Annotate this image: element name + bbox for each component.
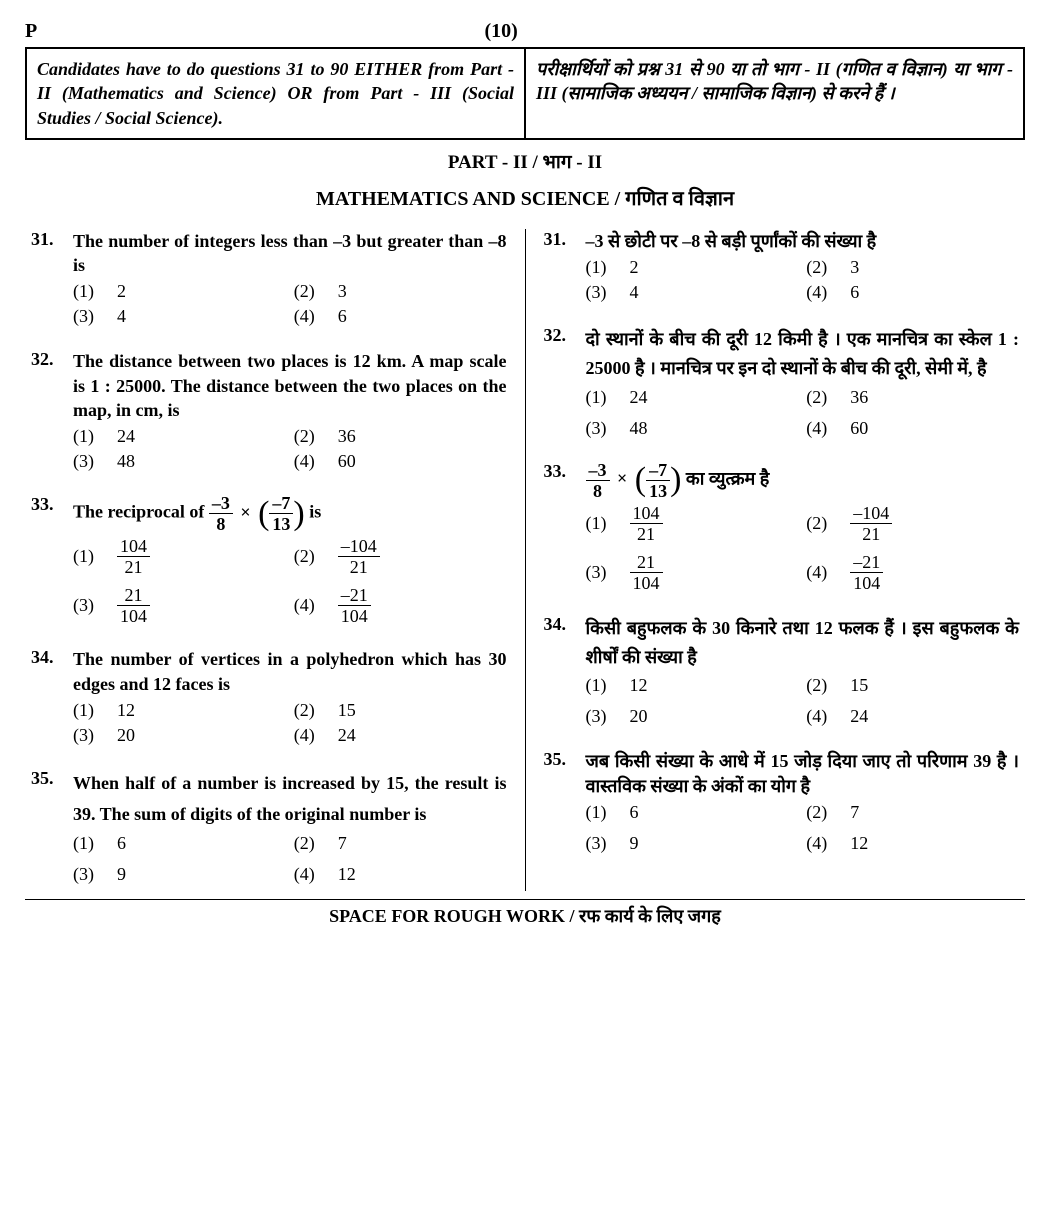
q35-en-text: When half of a number is increased by 15…: [73, 768, 507, 829]
q34-opt4: (4)24: [294, 725, 507, 746]
q33-en-text: The reciprocal of –38 × ( –713 ) is: [73, 494, 507, 533]
q35-hi: 35. जब किसी संख्या के आधे में 15 जोड़ दि…: [544, 749, 1020, 854]
q32-hi-options: (1)24 (2)36 (3)48 (4)60: [586, 387, 1020, 439]
q34-num: 34.: [31, 647, 73, 746]
q32-en-text: The distance between two places is 12 km…: [73, 349, 507, 422]
q32-opt4: (4)60: [294, 451, 507, 472]
q33-en-options: (1)10421 (2)–10421 (3)21104 (4)–21104: [73, 537, 507, 625]
q31-hi: 31. –3 से छोटी पर –8 से बड़ी पूर्णांकों …: [544, 229, 1020, 303]
q34-opt2: (2)15: [294, 700, 507, 721]
q34-en-text: The number of vertices in a polyhedron w…: [73, 647, 507, 696]
frac-7-13: ( –713 ): [258, 494, 305, 533]
q31-en-options: (1)2 (2)3 (3)4 (4)6: [73, 281, 507, 327]
frac-3-8: –38: [209, 494, 233, 533]
instruction-en: Candidates have to do questions 31 to 90…: [27, 49, 526, 138]
q31-opt2: (2)3: [294, 281, 507, 302]
header-left: P: [25, 20, 37, 43]
q31-hi-options: (1)2 (2)3 (3)4 (4)6: [586, 257, 1020, 303]
q35-opt1: (1)6: [73, 833, 286, 854]
q31-en-text: The number of integers less than –3 but …: [73, 229, 507, 278]
q35-en: 35. When half of a number is increased b…: [31, 768, 507, 885]
q32-opt1: (1)24: [73, 426, 286, 447]
q32-en-options: (1)24 (2)36 (3)48 (4)60: [73, 426, 507, 472]
q34-hi: 34. किसी बहुफलक के 30 किनारे तथा 12 फलक …: [544, 614, 1020, 728]
instruction-box: Candidates have to do questions 31 to 90…: [25, 47, 1025, 140]
subject-title: MATHEMATICS AND SCIENCE / गणित व विज्ञान: [25, 184, 1025, 211]
rough-work-label: SPACE FOR ROUGH WORK / रफ कार्य के लिए ज…: [25, 904, 1025, 928]
q33-opt1: (1)10421: [73, 537, 286, 576]
q34-en-options: (1)12 (2)15 (3)20 (4)24: [73, 700, 507, 746]
column-english: 31. The number of integers less than –3 …: [25, 229, 526, 891]
page-header: P (10): [25, 20, 1025, 43]
q33-hi: 33. –38 × ( –713 ) का व्युत्क्रम है (1)1…: [544, 461, 1020, 592]
q35-opt4: (4)12: [294, 864, 507, 885]
q35-hi-text: जब किसी संख्या के आधे में 15 जोड़ दिया ज…: [586, 749, 1020, 798]
q32-opt2: (2)36: [294, 426, 507, 447]
q35-en-options: (1)6 (2)7 (3)9 (4)12: [73, 833, 507, 885]
part-title: PART - II / भाग - II: [25, 148, 1025, 174]
q34-hi-text: किसी बहुफलक के 30 किनारे तथा 12 फलक हैं …: [586, 614, 1020, 672]
q35-opt3: (3)9: [73, 864, 286, 885]
q35-opt2: (2)7: [294, 833, 507, 854]
q31-en: 31. The number of integers less than –3 …: [31, 229, 507, 328]
q35-num: 35.: [31, 768, 73, 885]
q31-opt4: (4)6: [294, 306, 507, 327]
q32-opt3: (3)48: [73, 451, 286, 472]
footer-rule: [25, 899, 1025, 900]
q31-opt3: (3)4: [73, 306, 286, 327]
q33-opt3: (3)21104: [73, 586, 286, 625]
q31-opt1: (1)2: [73, 281, 286, 302]
q33-hi-options: (1)10421 (2)–10421 (3)21104 (4)–21104: [586, 504, 1020, 592]
q34-hi-options: (1)12 (2)15 (3)20 (4)24: [586, 675, 1020, 727]
q31-num: 31.: [31, 229, 73, 328]
q34-opt1: (1)12: [73, 700, 286, 721]
q34-opt3: (3)20: [73, 725, 286, 746]
q34-en: 34. The number of vertices in a polyhedr…: [31, 647, 507, 746]
q32-hi-text: दो स्थानों के बीच की दूरी 12 किमी है । ए…: [586, 325, 1020, 383]
q31-hi-text: –3 से छोटी पर –8 से बड़ी पूर्णांकों की स…: [586, 229, 1020, 253]
q33-en: 33. The reciprocal of –38 × ( –713 ) is …: [31, 494, 507, 625]
column-hindi: 31. –3 से छोटी पर –8 से बड़ी पूर्णांकों …: [526, 229, 1026, 891]
q33-hi-text: –38 × ( –713 ) का व्युत्क्रम है: [586, 461, 1020, 500]
q33-opt4: (4)–21104: [294, 586, 507, 625]
q32-hi: 32. दो स्थानों के बीच की दूरी 12 किमी है…: [544, 325, 1020, 439]
q35-hi-options: (1)6 (2)7 (3)9 (4)12: [586, 802, 1020, 854]
header-center: (10): [484, 20, 517, 43]
question-columns: 31. The number of integers less than –3 …: [25, 229, 1025, 891]
q33-num: 33.: [31, 494, 73, 625]
instruction-hi: परीक्षार्थियों को प्रश्न 31 से 90 या तो …: [526, 49, 1023, 138]
q32-num: 32.: [31, 349, 73, 472]
q33-opt2: (2)–10421: [294, 537, 507, 576]
q32-en: 32. The distance between two places is 1…: [31, 349, 507, 472]
